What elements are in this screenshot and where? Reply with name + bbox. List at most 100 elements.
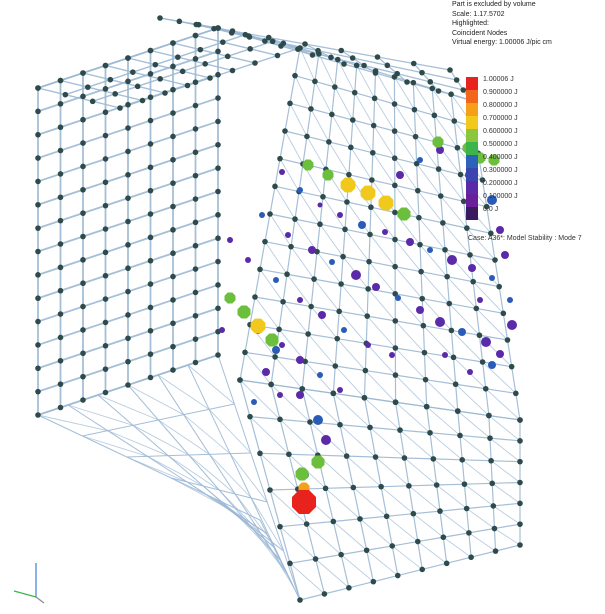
energy-marker-low xyxy=(481,337,491,347)
energy-marker-low xyxy=(296,391,304,399)
mesh-member xyxy=(455,383,486,390)
mesh-node xyxy=(170,273,176,280)
mesh-node xyxy=(470,278,476,285)
mesh-member xyxy=(218,489,262,534)
legend-row: 0.200000 J xyxy=(466,180,605,194)
mesh-member xyxy=(368,234,371,262)
mesh-member xyxy=(127,384,159,421)
legend-label: 0.600000 J xyxy=(483,128,518,135)
mesh-member xyxy=(461,459,466,485)
mesh-member xyxy=(442,222,467,229)
energy-marker-low xyxy=(219,327,225,333)
mesh-member xyxy=(249,296,256,325)
mesh-node xyxy=(487,435,493,441)
mesh-node xyxy=(392,182,398,189)
mesh-node xyxy=(410,79,417,86)
mesh-member xyxy=(374,98,396,132)
mesh-node xyxy=(80,280,86,287)
mesh-node xyxy=(517,458,523,465)
mesh-node xyxy=(57,147,64,154)
mesh-node xyxy=(337,421,343,428)
mesh-member xyxy=(443,532,469,538)
mesh-member xyxy=(352,487,361,520)
mesh-member xyxy=(127,143,151,153)
mesh-member xyxy=(187,364,235,405)
mesh-node xyxy=(467,252,473,258)
mesh-member xyxy=(82,181,106,191)
mesh-node xyxy=(102,226,109,232)
mesh-node xyxy=(448,327,455,334)
mesh-member xyxy=(468,532,472,558)
mesh-member xyxy=(506,339,513,367)
mesh-member xyxy=(195,237,219,247)
mesh-member xyxy=(492,505,496,529)
mesh-member xyxy=(205,63,233,72)
mesh-member xyxy=(395,293,423,300)
mesh-member xyxy=(331,114,352,148)
mesh-member xyxy=(37,266,61,276)
mesh-member xyxy=(415,136,439,170)
energy-marker-low xyxy=(365,342,371,348)
mesh-node xyxy=(336,308,342,315)
mesh-node xyxy=(184,82,191,89)
mesh-member xyxy=(364,343,367,371)
mesh-member xyxy=(430,81,464,91)
mesh-node xyxy=(517,479,523,486)
mesh-member xyxy=(239,379,281,420)
mesh-member xyxy=(307,333,336,367)
mesh-member xyxy=(369,207,372,235)
mesh-member xyxy=(413,82,433,90)
mesh-member xyxy=(317,454,347,457)
mesh-member xyxy=(150,49,178,58)
energy-marker-low xyxy=(318,311,326,319)
mesh-member xyxy=(419,244,448,277)
energy-marker-low xyxy=(351,270,361,280)
mesh-member xyxy=(235,493,252,499)
mesh-member xyxy=(227,48,251,57)
mesh-member xyxy=(432,87,452,95)
mesh-node xyxy=(192,242,199,249)
mesh-member xyxy=(468,527,495,534)
mesh-node xyxy=(353,62,360,69)
mesh-node xyxy=(299,386,306,392)
mesh-node xyxy=(351,89,358,96)
mesh-member xyxy=(488,415,491,439)
mesh-member xyxy=(386,513,414,517)
mesh-member xyxy=(373,124,395,132)
mesh-member xyxy=(150,252,174,262)
energy-marker-low xyxy=(277,392,283,398)
mesh-member xyxy=(304,43,342,52)
energy-marker-low xyxy=(279,342,285,348)
mesh-member xyxy=(299,47,316,82)
mesh-member xyxy=(368,288,396,295)
mesh-node xyxy=(35,412,41,418)
mesh-member xyxy=(364,397,396,403)
mesh-member xyxy=(305,360,336,367)
mesh-node xyxy=(80,397,86,403)
mesh-member xyxy=(455,384,459,412)
mesh-member xyxy=(457,410,489,417)
energy-marker-high xyxy=(340,177,356,193)
mesh-member xyxy=(373,574,398,583)
mesh-node xyxy=(422,376,429,383)
mesh-member xyxy=(270,384,281,420)
mesh-member xyxy=(339,424,348,457)
energy-marker-low xyxy=(417,157,423,163)
mesh-node xyxy=(257,266,263,273)
mesh-member xyxy=(375,456,410,487)
mesh-member xyxy=(373,125,396,159)
energy-marker-low xyxy=(507,297,513,303)
mesh-member xyxy=(150,42,174,52)
mesh-member xyxy=(395,347,426,380)
energy-marker-high xyxy=(397,207,411,221)
legend-swatch xyxy=(466,168,478,181)
mesh-member xyxy=(150,135,174,145)
mesh-node xyxy=(247,413,253,420)
mesh-member xyxy=(366,550,374,582)
mesh-node xyxy=(257,450,263,457)
mesh-node xyxy=(284,271,290,278)
mesh-node xyxy=(179,68,186,75)
mesh-member xyxy=(334,86,354,121)
